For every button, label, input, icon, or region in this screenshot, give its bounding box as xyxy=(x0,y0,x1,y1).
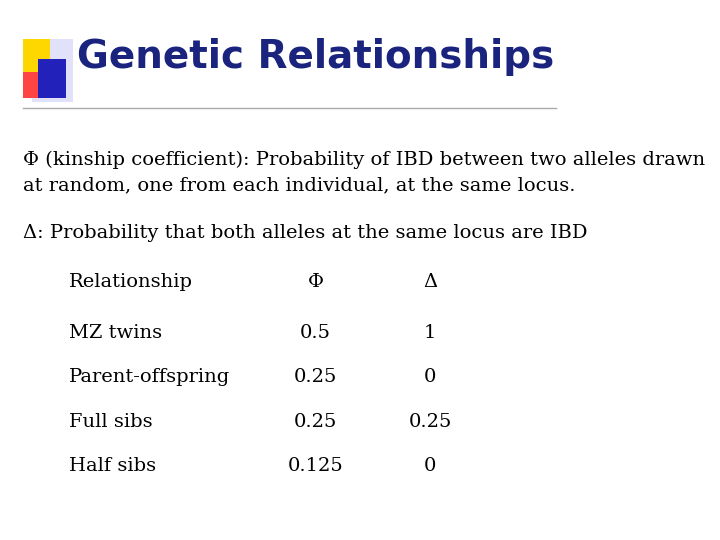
Text: 0.25: 0.25 xyxy=(294,413,337,430)
Text: 0.125: 0.125 xyxy=(287,457,343,475)
Text: Genetic Relationships: Genetic Relationships xyxy=(78,38,554,76)
Bar xyxy=(23,39,50,78)
Text: 1: 1 xyxy=(424,324,436,342)
Text: Δ: Δ xyxy=(423,273,437,291)
Text: Relationship: Relationship xyxy=(69,273,193,291)
Bar xyxy=(23,72,38,98)
Text: 0.5: 0.5 xyxy=(300,324,331,342)
Text: 0: 0 xyxy=(424,368,436,386)
Text: MZ twins: MZ twins xyxy=(69,324,162,342)
Text: Half sibs: Half sibs xyxy=(69,457,156,475)
Bar xyxy=(32,39,73,102)
Text: Parent-offspring: Parent-offspring xyxy=(69,368,230,386)
Text: 0.25: 0.25 xyxy=(408,413,452,430)
Text: Δ: Probability that both alleles at the same locus are IBD: Δ: Probability that both alleles at the … xyxy=(23,224,588,242)
Text: Φ (kinship coefficient): Probability of IBD between two alleles drawn
at random,: Φ (kinship coefficient): Probability of … xyxy=(23,151,705,194)
Text: 0.25: 0.25 xyxy=(294,368,337,386)
Text: Full sibs: Full sibs xyxy=(69,413,153,430)
Text: Φ: Φ xyxy=(307,273,323,291)
Bar xyxy=(38,59,66,98)
Text: 0: 0 xyxy=(424,457,436,475)
